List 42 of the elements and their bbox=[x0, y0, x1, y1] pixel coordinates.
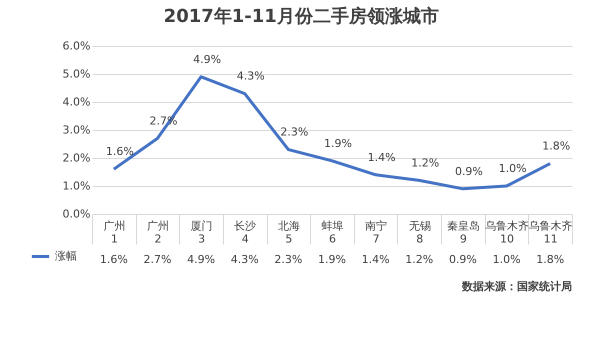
legend-label: 涨幅 bbox=[55, 250, 77, 262]
y-tick-label: 3.0% bbox=[62, 124, 90, 136]
y-tick-label: 6.0% bbox=[62, 40, 90, 52]
text: 4.3% bbox=[236, 70, 265, 83]
y-tick-label: 5.0% bbox=[62, 68, 90, 80]
x-tick-label: 北海 5 bbox=[278, 220, 300, 246]
data-label: 1.0% bbox=[492, 253, 521, 266]
text: 1.0% bbox=[498, 162, 527, 175]
x-tick-label: 广州 2 bbox=[146, 220, 169, 246]
x-tick-label: 广州 1 bbox=[103, 220, 126, 246]
data-label: 2.3% bbox=[274, 253, 302, 266]
text: 1.6% bbox=[106, 145, 134, 158]
x-tick-label: 乌鲁木齐 10 bbox=[485, 220, 530, 246]
text: 1.4% bbox=[368, 150, 396, 164]
text: 4.9% bbox=[193, 52, 222, 66]
text: 1.2% bbox=[411, 156, 440, 170]
data-label: 1.2% bbox=[405, 253, 434, 266]
y-tick-label: 4.0% bbox=[62, 96, 90, 108]
data-label: 4.9% bbox=[187, 253, 216, 266]
data-label: 1.6% bbox=[100, 253, 128, 266]
source-note: 数据来源：国家统计局 bbox=[461, 280, 572, 293]
text: 1.8% bbox=[542, 140, 570, 153]
y-tick-label: 2.0% bbox=[62, 152, 90, 164]
x-tick-label: 蚌埠 6 bbox=[322, 220, 344, 246]
data-label: 4.3% bbox=[230, 253, 259, 266]
y-tick-label: 1.0% bbox=[62, 180, 90, 192]
text: 2.3% bbox=[280, 126, 308, 139]
text: 0.9% bbox=[454, 164, 483, 178]
data-label: 2.7% bbox=[143, 253, 172, 266]
data-label: 1.4% bbox=[362, 253, 390, 266]
x-tick-label: 乌鲁木齐 11 bbox=[528, 220, 573, 246]
text: 1.9% bbox=[324, 136, 352, 150]
x-tick-label: 秦皇岛 9 bbox=[446, 220, 480, 246]
x-tick-label: 长沙 4 bbox=[234, 220, 256, 246]
data-label: 1.8% bbox=[536, 253, 564, 266]
data-label: 0.9% bbox=[448, 253, 477, 266]
x-tick-label: 南宁 7 bbox=[365, 220, 388, 246]
data-label: 1.9% bbox=[318, 253, 346, 266]
x-tick-label: 无锡 8 bbox=[408, 220, 431, 246]
chart-title: 2017年1-11月份二手房领涨城市 bbox=[164, 6, 439, 27]
y-tick-label: 0.0% bbox=[62, 208, 90, 220]
x-tick-label: 厦门 3 bbox=[190, 220, 213, 246]
